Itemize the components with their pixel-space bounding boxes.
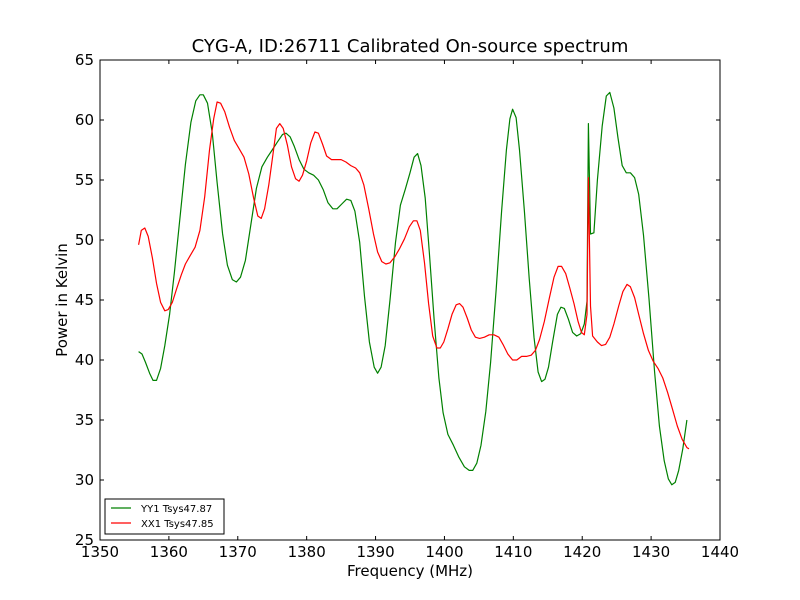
- x-tick-label: 1410: [494, 543, 532, 561]
- x-tick-label: 1400: [425, 543, 463, 561]
- y-tick-label: 50: [75, 231, 94, 249]
- x-tick-label: 1370: [219, 543, 257, 561]
- x-tick-label: 1420: [563, 543, 601, 561]
- series-layer: [138, 91, 690, 486]
- series-line-1: [138, 101, 690, 450]
- y-tick-label: 45: [75, 291, 94, 309]
- x-axis: 1350 1360 1370 1380 1390 1400 1410 1420 1430 1440: [81, 60, 739, 561]
- y-tick-label: 30: [75, 471, 94, 489]
- y-tick-label: 65: [75, 51, 94, 69]
- x-tick-label: 1430: [632, 543, 670, 561]
- series-line-0: [138, 91, 688, 486]
- legend-label-xx1: XX1 Tsys47.85: [141, 519, 214, 530]
- legend: YY1 Tsys47.87 XX1 Tsys47.85: [104, 498, 225, 535]
- y-axis-label: Power in Kelvin: [53, 243, 71, 357]
- x-tick-label: 1380: [288, 543, 326, 561]
- legend-frame: [104, 498, 225, 535]
- y-axis: 25 30 35 40 45 50 55 60 65: [75, 51, 720, 549]
- plot-area: 1350 1360 1370 1380 1390 1400 1410 1420 1430 1440…: [75, 51, 739, 561]
- x-tick-label: 1350: [81, 543, 119, 561]
- x-tick-label: 1390: [356, 543, 394, 561]
- y-tick-label: 35: [75, 411, 94, 429]
- y-tick-label: 55: [75, 171, 94, 189]
- chart-title: CYG-A, ID:26711 Calibrated On-source spe…: [192, 36, 629, 57]
- y-tick-label: 60: [75, 111, 94, 129]
- x-axis-label: Frequency (MHz): [347, 562, 473, 580]
- plot-frame: [99, 59, 721, 541]
- y-tick-label: 25: [75, 531, 94, 549]
- legend-label-yy1: YY1 Tsys47.87: [140, 504, 212, 515]
- x-tick-label: 1360: [150, 543, 188, 561]
- y-tick-label: 40: [75, 351, 94, 369]
- x-tick-label: 1440: [701, 543, 739, 561]
